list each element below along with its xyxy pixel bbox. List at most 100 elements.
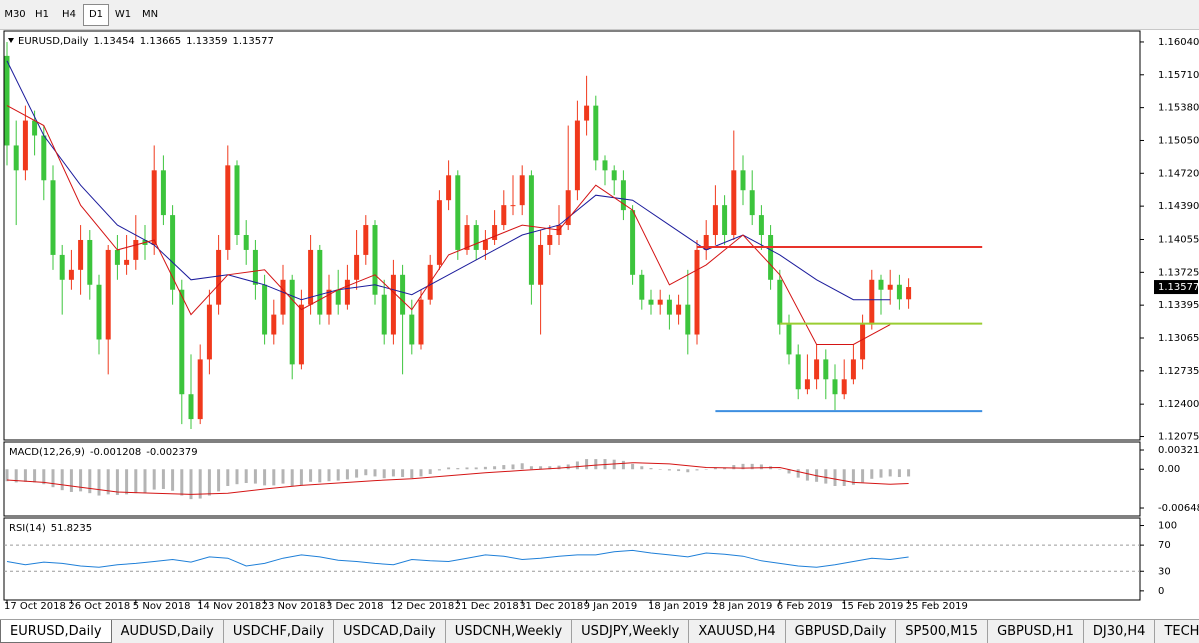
candle-body bbox=[712, 205, 718, 236]
header-value: 1.13665 bbox=[140, 36, 181, 47]
macd-bar bbox=[456, 468, 460, 470]
candle-body bbox=[676, 304, 682, 315]
candle-body bbox=[22, 120, 28, 171]
macd-bar bbox=[621, 460, 625, 470]
macd-bar bbox=[796, 469, 800, 478]
macd-bar bbox=[575, 461, 579, 470]
candle-body bbox=[528, 175, 534, 285]
chart-tab[interactable]: USDCAD,Daily bbox=[334, 620, 446, 643]
header-value: 1.13454 bbox=[93, 36, 134, 47]
candle-body bbox=[814, 359, 820, 380]
y-tick-label: 1.14055 bbox=[1158, 234, 1199, 245]
candle-body bbox=[280, 279, 286, 315]
macd-bar bbox=[465, 467, 469, 470]
candle-body bbox=[206, 304, 212, 360]
macd-bar bbox=[861, 469, 865, 483]
x-tick-label: 6 Feb 2019 bbox=[777, 601, 833, 612]
timeframe-button[interactable]: M30 bbox=[4, 9, 26, 20]
timeframe-button[interactable]: H4 bbox=[62, 9, 76, 20]
chart-tab[interactable]: GBPUSD,H1 bbox=[988, 620, 1084, 643]
macd-bar bbox=[69, 469, 73, 492]
candle-body bbox=[731, 170, 737, 236]
candle-body bbox=[648, 299, 654, 305]
candle-body bbox=[740, 170, 746, 191]
candle-body bbox=[59, 254, 65, 280]
macd-bar bbox=[419, 469, 423, 477]
candle-body bbox=[96, 284, 102, 340]
candle-body bbox=[538, 244, 544, 285]
panel-frame bbox=[3, 441, 1141, 517]
chart-tab[interactable]: USDJPY,Weekly bbox=[572, 620, 690, 643]
candle-body bbox=[547, 235, 553, 245]
macd-bar bbox=[336, 469, 340, 481]
macd-bar bbox=[253, 469, 257, 484]
candle-body bbox=[455, 175, 461, 250]
macd-bar bbox=[750, 463, 754, 470]
candle-body bbox=[906, 287, 912, 300]
chart-tab[interactable]: USDCNH,Weekly bbox=[446, 620, 573, 643]
macd-bar bbox=[345, 469, 349, 480]
macd-bar bbox=[299, 469, 303, 486]
macd-bar bbox=[410, 469, 414, 479]
candle-body bbox=[804, 379, 810, 390]
candle-body bbox=[400, 274, 406, 315]
macd-bar bbox=[79, 469, 83, 492]
chart-tab[interactable]: DJ30,H4 bbox=[1084, 620, 1156, 643]
candle-body bbox=[179, 289, 185, 395]
y-tick-label: 1.12735 bbox=[1158, 366, 1199, 377]
y-tick-label: 1.15050 bbox=[1158, 135, 1199, 146]
chart-tab[interactable]: USDCHF,Daily bbox=[224, 620, 334, 643]
candle-body bbox=[666, 299, 672, 315]
macd-bar bbox=[787, 469, 791, 474]
chart-tab[interactable]: AUDUSD,Daily bbox=[112, 620, 224, 643]
x-tick-label: 3 Dec 2018 bbox=[326, 601, 384, 612]
x-tick-label: 14 Nov 2018 bbox=[197, 601, 261, 612]
chart-tab[interactable]: TECH100,H bbox=[1155, 620, 1199, 643]
chart-tab[interactable]: EURUSD,Daily bbox=[0, 620, 112, 643]
candle-body bbox=[216, 249, 222, 305]
chart-tab[interactable]: SP500,M15 bbox=[896, 620, 989, 643]
macd-bar bbox=[631, 463, 635, 470]
y-tick-label: 1.13725 bbox=[1158, 267, 1199, 278]
macd-bar bbox=[171, 469, 175, 491]
y-tick-label: 1.13395 bbox=[1158, 300, 1199, 311]
x-tick-label: 23 Nov 2018 bbox=[262, 601, 326, 612]
rsi-line bbox=[6, 549, 909, 568]
timeframe-button[interactable]: H1 bbox=[35, 9, 49, 20]
macd-bar bbox=[51, 469, 55, 488]
x-tick-label: 12 Dec 2018 bbox=[390, 601, 454, 612]
symbol-menu-arrow bbox=[8, 38, 14, 43]
macd-bar bbox=[548, 466, 552, 470]
timeframe-button[interactable]: D1 bbox=[83, 3, 109, 26]
macd-bar bbox=[244, 469, 248, 483]
candle-body bbox=[519, 175, 525, 206]
macd-bar bbox=[106, 469, 110, 495]
timeframe-button[interactable]: MN bbox=[141, 9, 159, 20]
macd-bar bbox=[723, 467, 727, 470]
candle-body bbox=[436, 200, 442, 265]
macd-bar bbox=[529, 466, 533, 470]
macd-bar bbox=[180, 469, 184, 496]
y-tick-label: 1.13065 bbox=[1158, 333, 1199, 344]
timeframe-button[interactable]: W1 bbox=[114, 9, 132, 20]
x-tick-label: 17 Oct 2018 bbox=[4, 601, 66, 612]
candle-body bbox=[501, 205, 507, 226]
chart-tab[interactable]: XAUUSD,H4 bbox=[689, 620, 786, 643]
candle-body bbox=[593, 105, 599, 161]
candle-body bbox=[850, 359, 856, 380]
macd-bar bbox=[824, 469, 828, 484]
candle-body bbox=[685, 304, 691, 335]
x-tick-label: 26 Oct 2018 bbox=[68, 601, 130, 612]
macd-bar bbox=[585, 459, 589, 470]
candle-body bbox=[372, 225, 378, 295]
candle-body bbox=[887, 284, 893, 290]
chart-tab[interactable]: GBPUSD,Daily bbox=[786, 620, 897, 643]
candle-body bbox=[225, 165, 231, 250]
candle-body bbox=[584, 105, 590, 121]
macd-bar bbox=[281, 469, 285, 484]
header-value: -0.001208 bbox=[90, 447, 141, 458]
macd-bar bbox=[677, 469, 681, 472]
candle-body bbox=[381, 294, 387, 335]
macd-bar bbox=[364, 469, 368, 476]
